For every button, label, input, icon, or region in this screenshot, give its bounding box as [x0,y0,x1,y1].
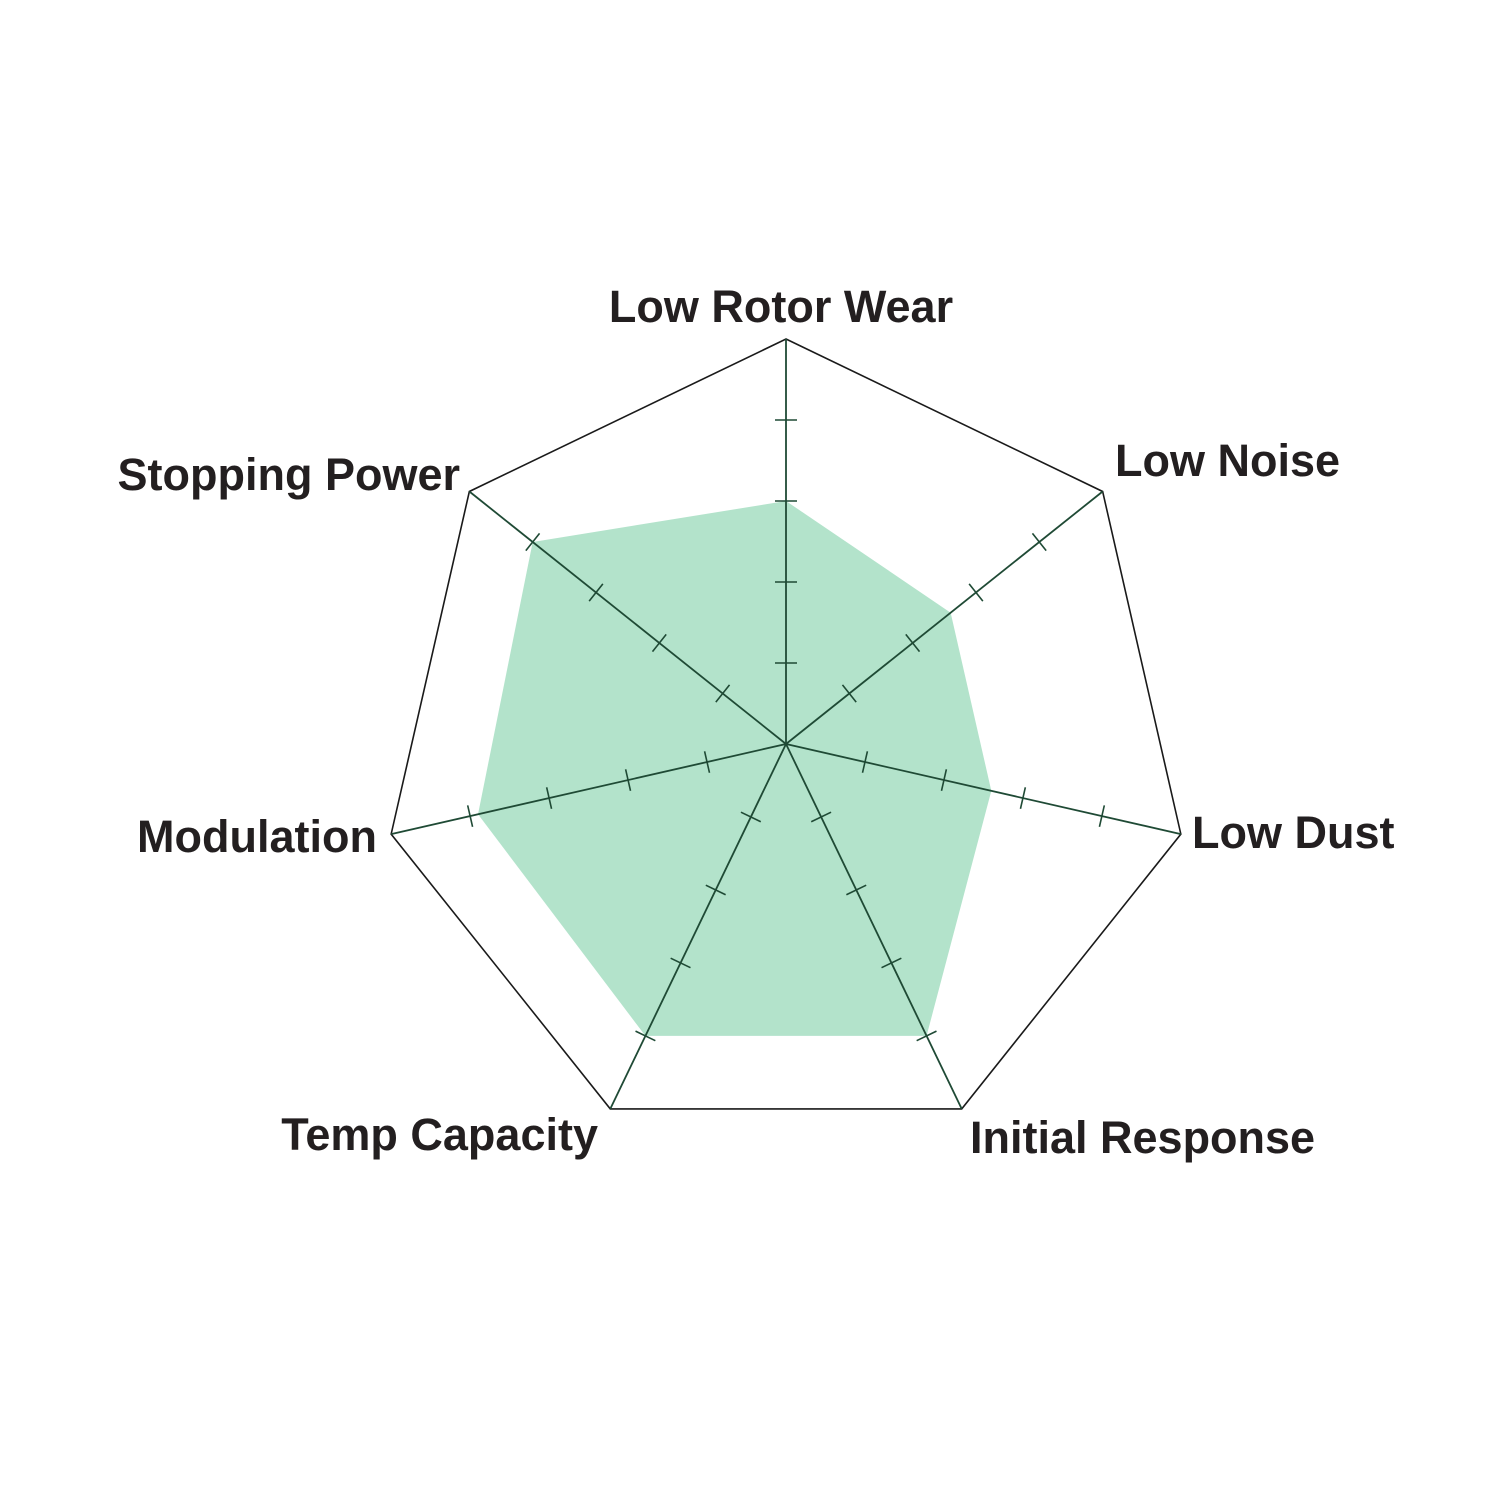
axis-tick [1098,805,1106,827]
outer-frame [390,338,1182,1110]
axis-tick [715,684,731,703]
axis-label: Modulation [137,811,377,862]
axis-tick [651,633,667,653]
axis-tick [810,811,832,823]
axis-tick [916,1030,937,1042]
axis-tick [670,957,691,969]
axis-tick [545,787,553,809]
axis-label: Stopping Power [118,449,461,500]
axis-line [785,490,1104,745]
axis-label: Low Noise [1115,435,1340,486]
axis-tick [466,805,474,827]
axis-tick [846,884,867,896]
axis-line [609,743,787,1110]
axis-label: Temp Capacity [281,1109,598,1160]
axis-line [785,743,1182,835]
axis-tick [1031,532,1047,552]
axis-tick [841,684,857,703]
data-area [478,501,992,1036]
axis-tick [905,633,921,653]
axis-line [390,743,787,835]
axis-tick [635,1030,656,1042]
axis-line [785,743,963,1110]
axis-line [468,490,787,745]
axis-tick [624,769,632,791]
axis-tick [881,957,902,969]
axis-tick [968,583,984,602]
axis-tick [940,769,948,791]
axis-tick [588,583,604,602]
axis-label: Initial Response [970,1112,1315,1163]
axis-label: Low Dust [1192,807,1394,858]
axis-tick [861,751,869,773]
axis-tick [525,532,541,552]
axis-tick [1019,787,1027,809]
axis-tick [740,811,762,823]
axis-label: Low Rotor Wear [609,281,953,332]
axis-tick [703,751,711,773]
axis-tick [705,884,726,896]
